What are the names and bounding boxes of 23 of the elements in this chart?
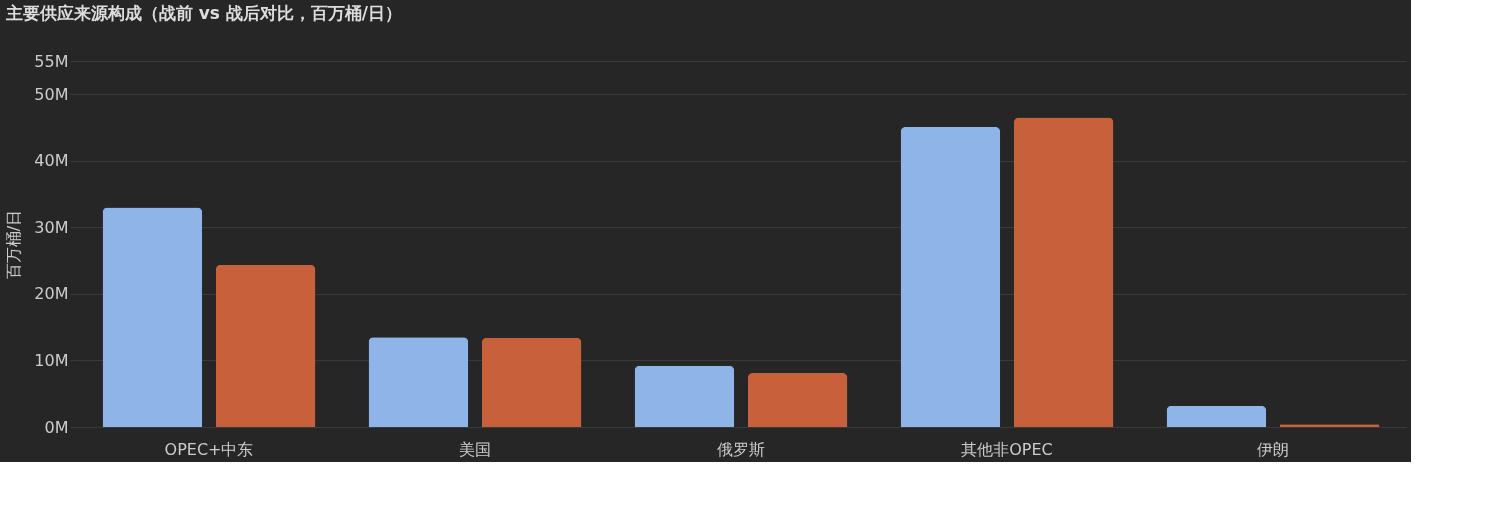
y-tick-label: 10M <box>34 350 69 370</box>
x-tick-label: 伊朗 <box>1257 439 1289 459</box>
bar <box>1166 405 1267 427</box>
y-tick-label: 55M <box>34 51 69 71</box>
bar <box>747 373 848 427</box>
x-tick-label: OPEC+中东 <box>164 439 254 459</box>
y-axis-title: 百万桶/日 <box>4 209 24 280</box>
y-tick-label: 50M <box>34 84 69 104</box>
y-tick-label: 40M <box>34 151 69 171</box>
x-tick-label: 美国 <box>459 439 491 459</box>
y-tick-label: 0M <box>44 417 69 437</box>
bar <box>1013 117 1114 427</box>
bar <box>481 337 582 427</box>
y-tick-label: 30M <box>34 217 69 237</box>
bar <box>634 365 735 427</box>
y-tick-label: 20M <box>34 284 69 304</box>
bar <box>102 207 203 427</box>
bar <box>368 337 469 427</box>
x-tick-label: 其他非OPEC <box>961 439 1053 459</box>
bar <box>215 264 316 427</box>
bar <box>900 126 1001 427</box>
chart-title: 主要供应来源构成（战前 vs 战后对比，百万桶/日） <box>4 3 403 23</box>
x-tick-label: 俄罗斯 <box>717 439 765 459</box>
